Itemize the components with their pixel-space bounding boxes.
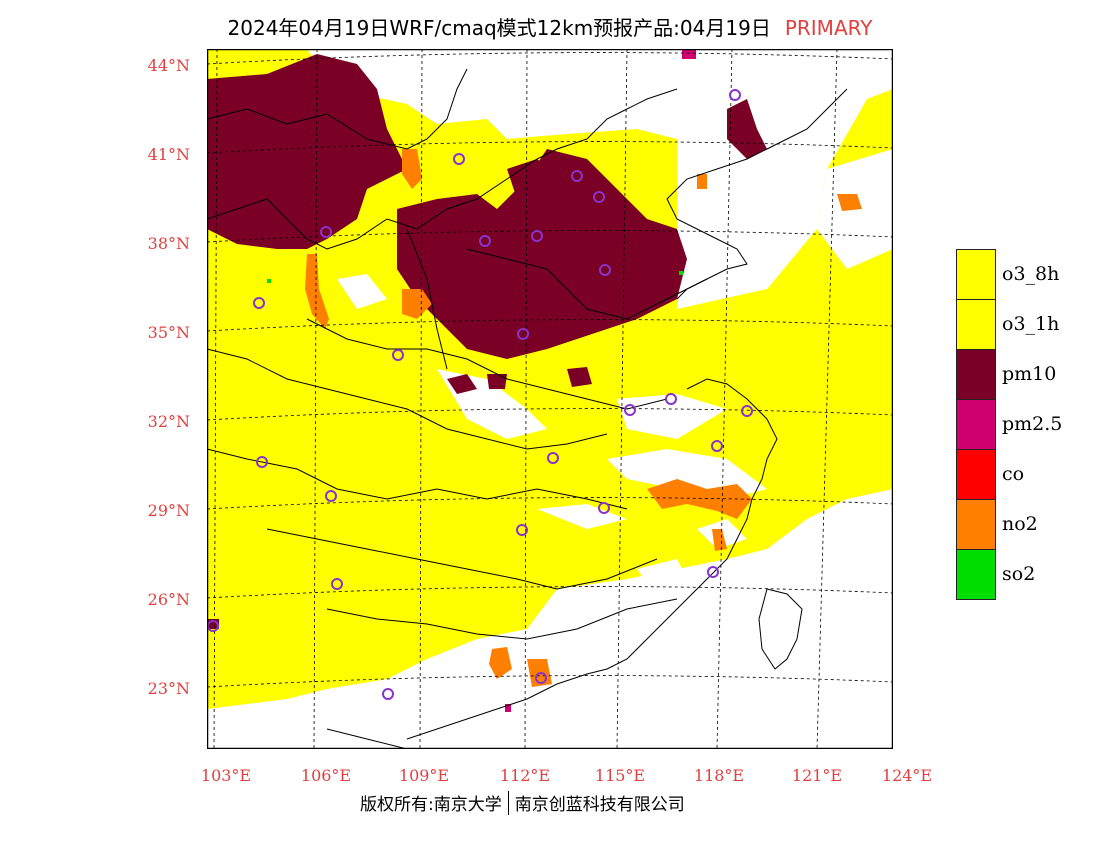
lon-label: 106°E xyxy=(300,766,352,785)
pm25-pixel xyxy=(505,704,511,712)
map-frame xyxy=(207,49,893,749)
lat-label: 26°N xyxy=(147,590,190,609)
station-markers xyxy=(207,89,753,700)
legend-label: pm10 xyxy=(1002,363,1057,385)
station-marker xyxy=(531,230,543,242)
station-marker xyxy=(392,349,404,361)
station-marker xyxy=(325,490,337,502)
station-marker xyxy=(571,170,583,182)
legend-swatch xyxy=(956,449,996,500)
station-marker xyxy=(320,226,332,238)
station-marker xyxy=(598,502,610,514)
lon-label: 103°E xyxy=(200,766,252,785)
footer-divider xyxy=(507,791,509,815)
copyright-footer: 版权所有:南京大学 南京创蓝科技有限公司 xyxy=(360,790,685,815)
lon-label: 124°E xyxy=(881,766,933,785)
legend-label: co xyxy=(1002,463,1025,485)
station-marker xyxy=(599,264,611,276)
station-marker xyxy=(253,297,265,309)
lon-label: 115°E xyxy=(594,766,646,785)
lat-label: 41°N xyxy=(147,145,190,164)
station-marker xyxy=(517,328,529,340)
station-marker xyxy=(516,524,528,536)
station-marker xyxy=(624,404,636,416)
chart-title: 2024年04月19日WRF/cmaq模式12km预报产品:04月19日 PRIM… xyxy=(0,12,1100,41)
station-marker xyxy=(729,89,741,101)
title-main: 2024年04月19日WRF/cmaq模式12km预报产品:04月19日 xyxy=(227,16,771,40)
legend-swatch xyxy=(956,399,996,450)
lat-label: 29°N xyxy=(147,501,190,520)
station-marker xyxy=(535,672,547,684)
legend-swatch xyxy=(956,349,996,400)
station-marker xyxy=(593,191,605,203)
lat-label: 35°N xyxy=(147,323,190,342)
station-marker xyxy=(707,566,719,578)
boundary-lines xyxy=(207,68,848,749)
lon-label: 109°E xyxy=(398,766,450,785)
lat-label: 38°N xyxy=(147,234,190,253)
pollutant-map xyxy=(207,49,893,749)
legend-label: o3_1h xyxy=(1002,313,1060,335)
lon-label: 118°E xyxy=(693,766,745,785)
station-marker xyxy=(382,688,394,700)
legend-label: so2 xyxy=(1002,563,1036,585)
so2-pixel xyxy=(267,279,271,283)
station-marker xyxy=(479,235,491,247)
station-marker xyxy=(453,153,465,165)
copyright-left: 版权所有:南京大学 xyxy=(360,795,502,815)
station-marker xyxy=(665,393,677,405)
legend-swatch xyxy=(956,249,996,300)
station-marker xyxy=(256,456,268,468)
station-marker xyxy=(331,578,343,590)
legend-label: o3_8h xyxy=(1002,263,1060,285)
lat-label: 23°N xyxy=(147,679,190,698)
station-marker xyxy=(547,452,559,464)
station-marker xyxy=(741,405,753,417)
pm25-pixel xyxy=(682,49,696,59)
graticule xyxy=(207,49,893,749)
lat-label: 32°N xyxy=(147,412,190,431)
legend-label: pm2.5 xyxy=(1002,413,1063,435)
lon-label: 121°E xyxy=(791,766,843,785)
legend-swatch xyxy=(956,499,996,550)
copyright-right: 南京创蓝科技有限公司 xyxy=(514,795,685,815)
station-marker xyxy=(711,440,723,452)
legend-swatch xyxy=(956,549,996,600)
legend-label: no2 xyxy=(1002,513,1038,535)
lon-label: 112°E xyxy=(499,766,551,785)
legend-swatch xyxy=(956,299,996,350)
lat-label: 44°N xyxy=(147,56,190,75)
so2-pixel xyxy=(679,271,683,275)
title-tag: PRIMARY xyxy=(784,16,873,40)
